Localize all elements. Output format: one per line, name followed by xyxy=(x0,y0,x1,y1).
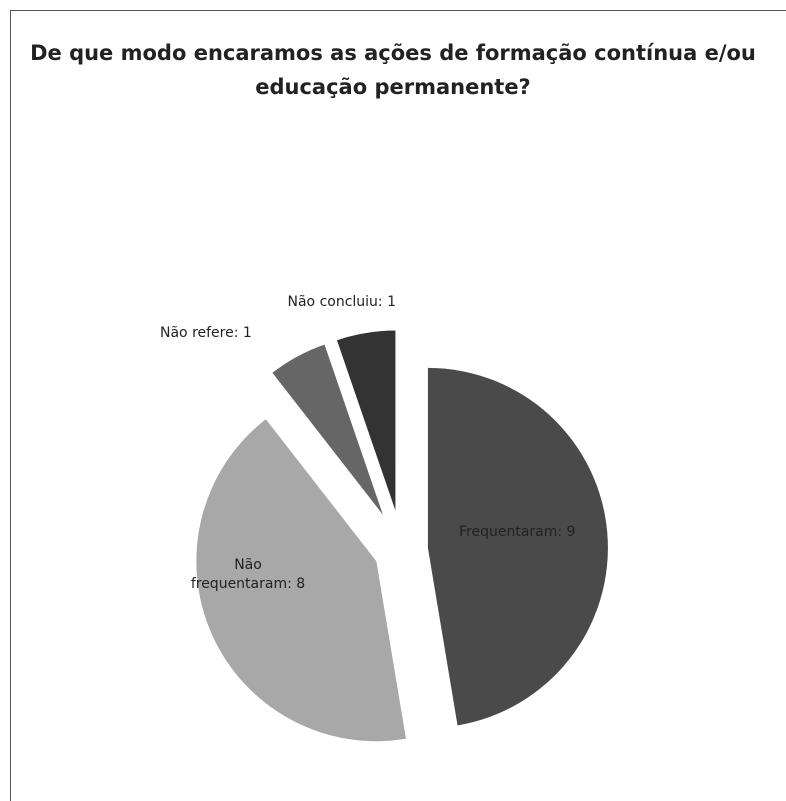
data-label: Não frequentaram: 8 xyxy=(190,557,306,592)
chart-title: De que modo encaramos as ações de formaç… xyxy=(30,41,756,99)
pie-slice xyxy=(336,330,396,511)
data-label: Frequentaram: 9 xyxy=(459,523,576,540)
pie-slice xyxy=(427,367,608,726)
pie-slice xyxy=(272,344,383,515)
data-label: Não refere: 1 xyxy=(160,324,252,341)
pie-slice xyxy=(196,419,406,742)
data-label: Não concluiu: 1 xyxy=(287,293,397,310)
frame xyxy=(10,10,786,801)
